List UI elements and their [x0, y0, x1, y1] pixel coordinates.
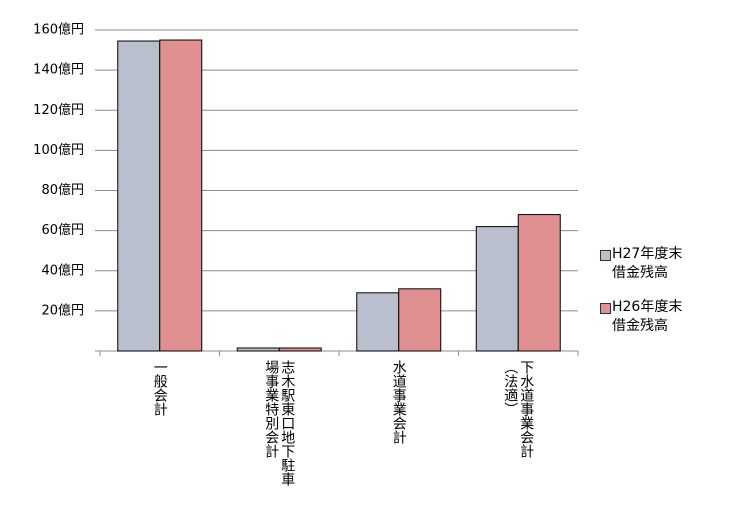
bar	[517, 214, 561, 352]
x-tick-label: 下水道事業会計 （法適）	[502, 360, 535, 458]
bar	[236, 347, 280, 352]
legend-swatch	[600, 303, 611, 314]
bar	[356, 292, 400, 352]
legend-label: H27年度末 借金残高	[612, 246, 683, 281]
x-tick-label: 一般会計	[151, 360, 168, 416]
bar	[117, 40, 161, 352]
bar	[398, 288, 442, 352]
y-tick-label: 20億円	[41, 302, 84, 318]
y-tick-label: 140億円	[33, 62, 84, 78]
y-tick-label: 120億円	[33, 102, 84, 118]
y-tick-label: 40億円	[41, 262, 84, 278]
y-tick-label: 160億円	[33, 22, 84, 38]
x-tick-label: 志木駅東口地下駐車 場事業特別会計	[263, 360, 296, 486]
bar	[278, 347, 322, 352]
x-tick-label: 水道事業会計	[390, 360, 407, 444]
legend-swatch	[600, 250, 611, 261]
y-tick-label: 80億円	[41, 182, 84, 198]
legend-label: H26年度末 借金残高	[612, 299, 683, 334]
bar	[475, 226, 519, 352]
bar	[159, 39, 203, 352]
y-tick-label: 100億円	[33, 142, 84, 158]
y-tick-label: 60億円	[41, 222, 84, 238]
